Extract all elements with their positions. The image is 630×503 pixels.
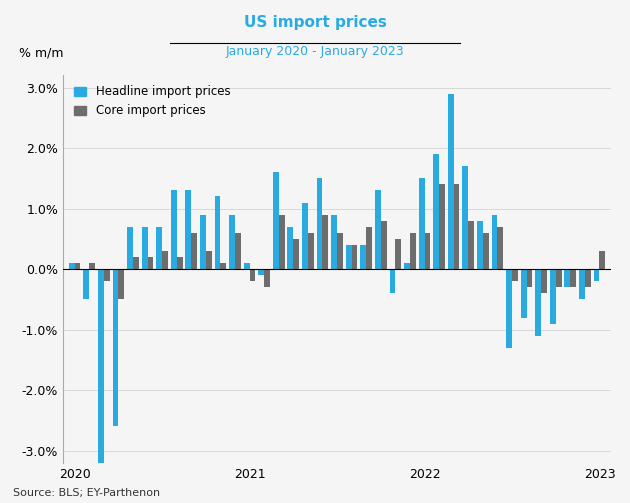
- Bar: [142, 227, 147, 269]
- Legend: Headline import prices, Core import prices: Headline import prices, Core import pric…: [74, 85, 230, 117]
- Bar: [83, 269, 89, 299]
- Bar: [337, 233, 343, 269]
- Bar: [264, 269, 270, 287]
- Bar: [220, 263, 226, 269]
- Bar: [556, 269, 561, 287]
- Bar: [454, 185, 459, 269]
- Bar: [570, 269, 576, 287]
- Bar: [118, 269, 124, 299]
- Bar: [185, 191, 192, 269]
- Bar: [375, 191, 381, 269]
- Bar: [521, 269, 527, 317]
- Bar: [498, 227, 503, 269]
- Bar: [366, 227, 372, 269]
- Bar: [104, 269, 110, 281]
- Bar: [404, 263, 410, 269]
- Bar: [206, 251, 212, 269]
- Bar: [278, 215, 285, 269]
- Text: US import prices: US import prices: [244, 15, 386, 30]
- Bar: [162, 251, 168, 269]
- Bar: [483, 233, 489, 269]
- Bar: [127, 227, 133, 269]
- Bar: [389, 269, 396, 293]
- Bar: [468, 221, 474, 269]
- Bar: [75, 263, 81, 269]
- Bar: [235, 233, 241, 269]
- Bar: [331, 215, 337, 269]
- Bar: [171, 191, 176, 269]
- Bar: [541, 269, 547, 293]
- Bar: [98, 269, 104, 503]
- Bar: [491, 215, 498, 269]
- Bar: [215, 197, 220, 269]
- Bar: [346, 245, 352, 269]
- Bar: [258, 269, 264, 275]
- Bar: [425, 233, 430, 269]
- Bar: [599, 251, 605, 269]
- Text: January 2020 - January 2023: January 2020 - January 2023: [226, 45, 404, 58]
- Bar: [439, 185, 445, 269]
- Bar: [462, 166, 468, 269]
- Text: % m/m: % m/m: [19, 47, 64, 60]
- Bar: [302, 203, 308, 269]
- Bar: [89, 263, 95, 269]
- Bar: [410, 233, 416, 269]
- Bar: [396, 239, 401, 269]
- Bar: [317, 179, 323, 269]
- Bar: [585, 269, 591, 287]
- Bar: [113, 269, 118, 427]
- Bar: [192, 233, 197, 269]
- Bar: [308, 233, 314, 269]
- Bar: [536, 269, 541, 336]
- Bar: [593, 269, 599, 281]
- Bar: [564, 269, 570, 287]
- Bar: [69, 263, 75, 269]
- Bar: [176, 257, 183, 269]
- Bar: [527, 269, 532, 287]
- Bar: [550, 269, 556, 323]
- Bar: [156, 227, 162, 269]
- Bar: [249, 269, 255, 281]
- Bar: [381, 221, 387, 269]
- Bar: [273, 172, 278, 269]
- Bar: [506, 269, 512, 348]
- Bar: [147, 257, 153, 269]
- Bar: [229, 215, 235, 269]
- Bar: [419, 179, 425, 269]
- Text: Source: BLS; EY-Parthenon: Source: BLS; EY-Parthenon: [13, 488, 160, 498]
- Bar: [448, 94, 454, 269]
- Bar: [244, 263, 249, 269]
- Bar: [200, 215, 206, 269]
- Bar: [512, 269, 518, 281]
- Bar: [133, 257, 139, 269]
- Bar: [477, 221, 483, 269]
- Bar: [294, 239, 299, 269]
- Bar: [323, 215, 328, 269]
- Bar: [352, 245, 357, 269]
- Bar: [433, 154, 439, 269]
- Bar: [579, 269, 585, 299]
- Bar: [287, 227, 294, 269]
- Bar: [360, 245, 366, 269]
